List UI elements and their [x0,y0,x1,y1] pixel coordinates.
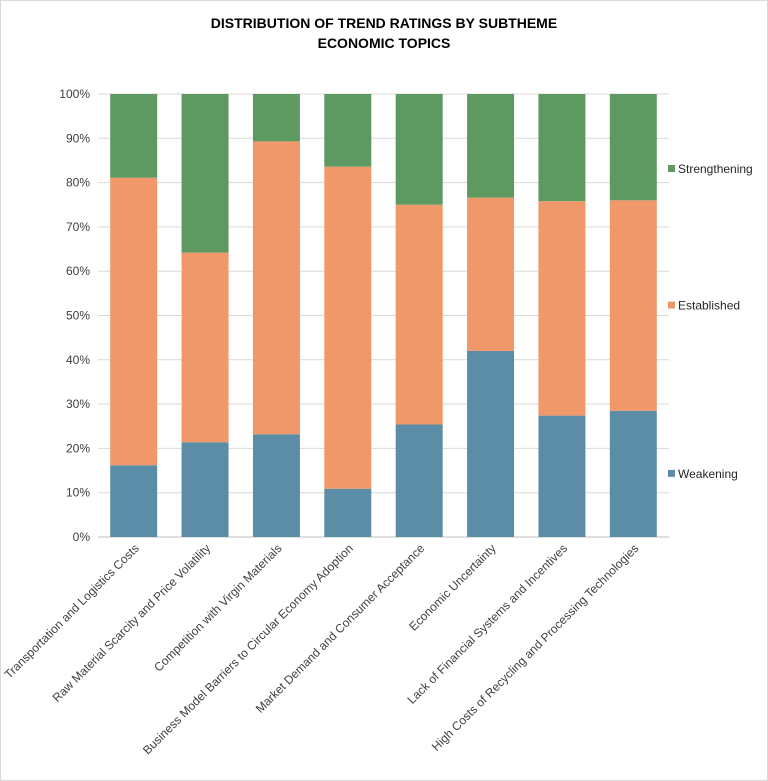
y-tick-label: 0% [73,530,91,544]
y-tick-label: 20% [66,441,90,455]
chart-title: DISTRIBUTION OF TREND RATINGS BY SUBTHEM… [210,15,558,31]
legend-swatch-established [668,301,675,309]
y-tick-label: 10% [66,486,90,500]
legend-swatch-strengthening [668,165,675,172]
bar-strengthening [324,94,372,167]
bar-weakening [538,415,586,537]
y-tick-label: 30% [66,397,90,411]
bar-established [538,201,586,416]
bar-weakening [110,465,158,537]
y-tick-label: 70% [66,220,90,234]
bar-established [252,141,300,435]
x-tick-label: Raw Material Scarcity and Price Volatili… [50,541,214,705]
bar-strengthening [467,94,515,198]
bar-weakening [181,442,229,537]
legend-swatch-weakening [668,469,675,477]
y-tick-label: 100% [59,87,90,101]
x-tick-label: Competition with Virgin Materials [151,541,284,674]
y-tick-label: 60% [66,264,90,278]
bar-established [181,252,229,443]
chart-subtitle: ECONOMIC TOPICS [317,35,451,51]
bar-established [395,204,443,425]
bar-weakening [467,350,515,537]
bar-strengthening [252,94,300,142]
y-tick-label: 40% [66,353,90,367]
bar-established [467,197,515,351]
bar-strengthening [395,94,443,205]
x-tick-label: Transportation and Logistics Costs [2,541,142,681]
bar-weakening [324,488,372,537]
y-tick-label: 80% [66,176,90,190]
bar-weakening [609,410,657,537]
bar-strengthening [110,94,158,178]
y-tick-label: 50% [66,309,90,323]
bar-strengthening [538,94,586,202]
bar-weakening [252,434,300,537]
x-tick-label: Lack of Financial Systems and Incentives [405,541,571,707]
legend-label-established: Established [678,299,740,313]
bar-strengthening [181,94,229,253]
legend-label-strengthening: Strengthening [678,162,753,176]
bar-weakening [395,424,443,537]
bar-established [110,177,158,466]
bar-established [609,200,657,411]
bar-strengthening [609,94,657,201]
y-tick-label: 90% [66,131,90,145]
legend-label-weakening: Weakening [678,467,738,481]
bar-established [324,166,372,489]
x-tick-label: Market Demand and Consumer Acceptance [253,541,428,716]
